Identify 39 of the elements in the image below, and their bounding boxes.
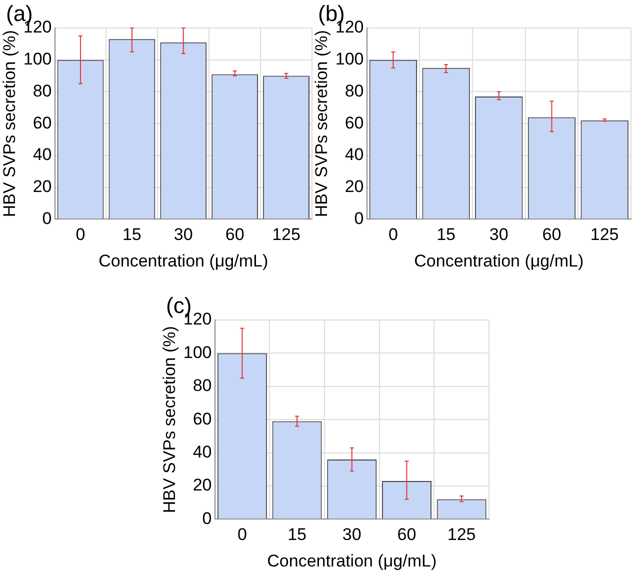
y-tick-label: 100 bbox=[335, 50, 364, 69]
y-tick-label: 80 bbox=[192, 376, 212, 396]
y-tick-label: 0 bbox=[42, 208, 52, 228]
x-tick-label: 125 bbox=[272, 225, 300, 244]
x-tick-label: 60 bbox=[542, 225, 562, 244]
x-tick-label: 15 bbox=[288, 525, 306, 544]
x-tick-label: 30 bbox=[174, 225, 193, 244]
y-tick-label: 20 bbox=[192, 476, 212, 495]
y-tick-label: 80 bbox=[344, 81, 364, 100]
x-tick-label: 125 bbox=[590, 225, 619, 244]
y-tick-label: 60 bbox=[192, 409, 212, 428]
x-tick-label: 125 bbox=[447, 525, 476, 544]
x-tick-label: 30 bbox=[342, 525, 362, 544]
y-axis-title: HBV SVPs secretion (%) bbox=[160, 326, 179, 514]
y-tick-label: 60 bbox=[32, 113, 52, 132]
x-tick-label: 15 bbox=[436, 225, 456, 244]
y-tick-label: 20 bbox=[32, 177, 52, 196]
x-tick-label: 0 bbox=[388, 225, 398, 244]
x-axis-title: Concentration (μg/mL) bbox=[98, 251, 268, 270]
x-tick-label: 15 bbox=[122, 225, 142, 244]
y-tick-label: 20 bbox=[344, 177, 364, 196]
y-tick-label: 40 bbox=[32, 145, 52, 164]
x-tick-label: 0 bbox=[76, 225, 86, 244]
y-tick-label: 40 bbox=[344, 145, 364, 164]
y-axis-title: HBV SVPs secretion (%) bbox=[312, 30, 331, 218]
x-tick-label: 60 bbox=[397, 525, 416, 544]
x-tick-label: 60 bbox=[225, 225, 244, 244]
x-tick-label: 30 bbox=[489, 225, 508, 244]
y-tick-label: 0 bbox=[354, 208, 364, 228]
y-tick-label: 60 bbox=[344, 113, 364, 132]
x-axis-title: Concentration (μg/mL) bbox=[414, 251, 584, 270]
y-tick-label: 0 bbox=[202, 508, 212, 528]
x-axis-title: Concentration (μg/mL) bbox=[267, 551, 437, 570]
y-tick-label: 100 bbox=[183, 342, 212, 362]
y-tick-label: 40 bbox=[192, 442, 212, 462]
x-tick-label: 0 bbox=[237, 525, 247, 544]
y-tick-label: 100 bbox=[23, 50, 52, 69]
y-axis-title: HBV SVPs secretion (%) bbox=[0, 30, 19, 218]
y-tick-label: 80 bbox=[32, 81, 52, 100]
